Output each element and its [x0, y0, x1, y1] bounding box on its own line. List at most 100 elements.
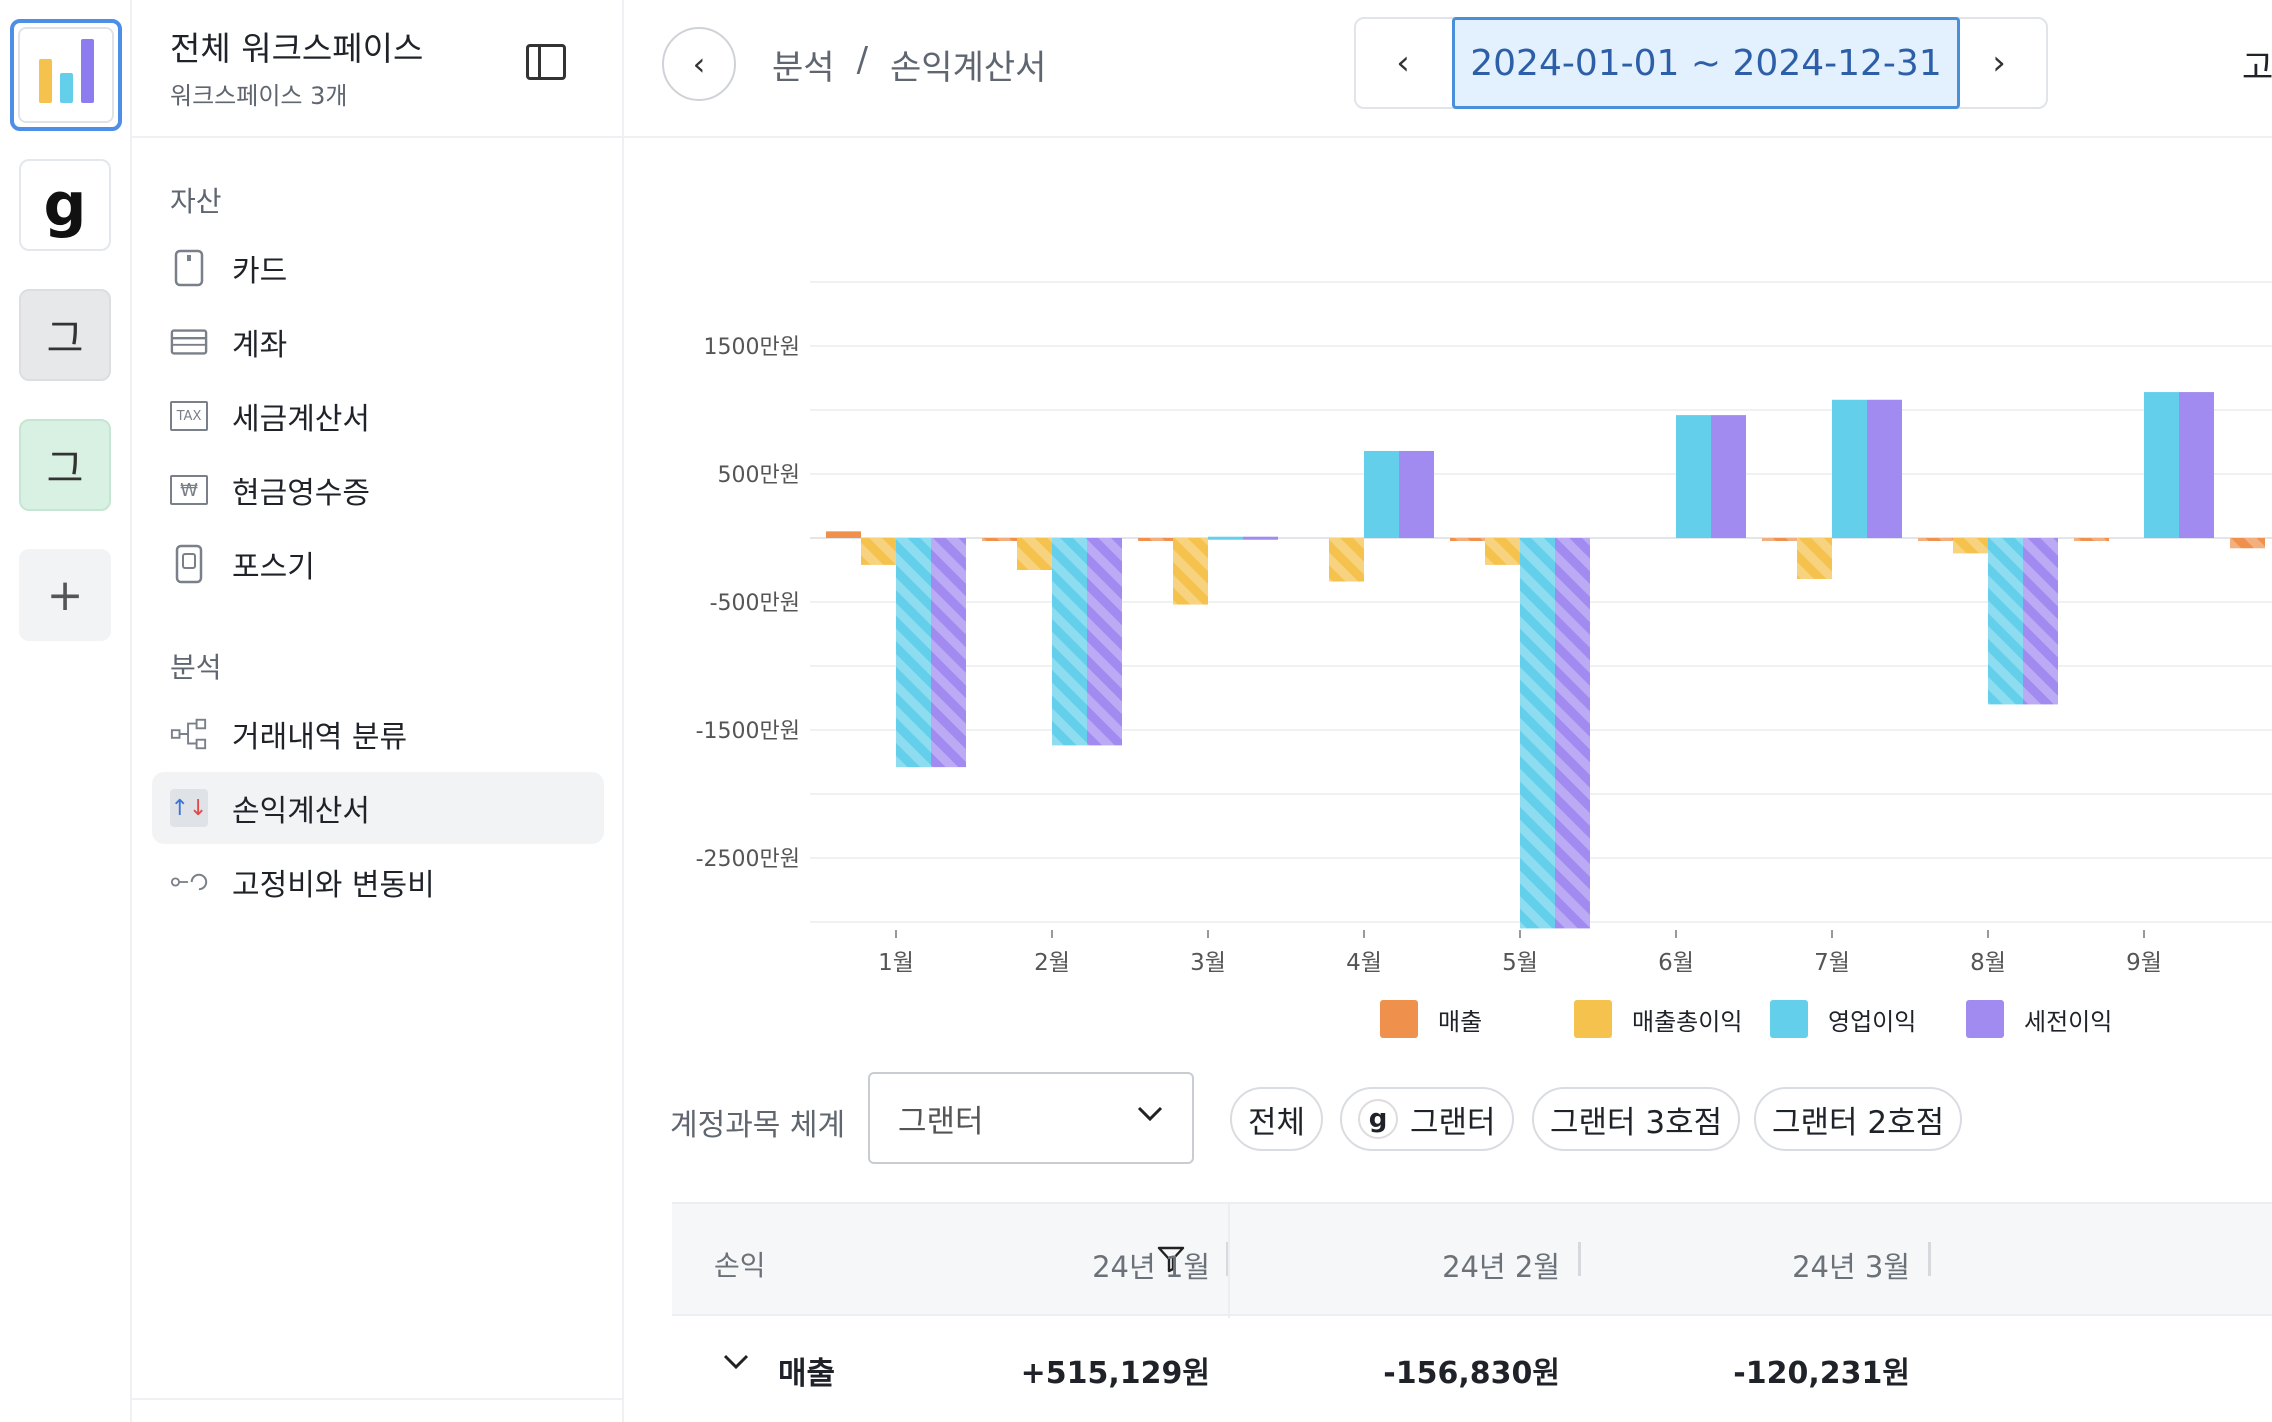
next-period-button[interactable]: › [1952, 19, 2046, 107]
bar-2-6[interactable] [1832, 399, 1867, 538]
bar-2-5[interactable] [1676, 415, 1711, 538]
sidebar-item-pos[interactable]: 포스기 [152, 528, 604, 600]
workspace-gray-button[interactable]: 그 [19, 289, 111, 381]
sidebar-item-cash-receipt[interactable]: ₩ 현금영수증 [152, 454, 604, 526]
bar-negative-stripe [1555, 538, 1590, 929]
profit-loss-chart: 1500만원 500만원 -500만원 -1500만원 -2500만원 1월 2월 3월 4월… [624, 140, 2272, 1060]
chevron-down-icon[interactable] [722, 1348, 750, 1378]
x-tick-label: 4월 [1346, 950, 1382, 976]
table-row[interactable]: 매출 +515,129원 -156,830원 -120,231원 [672, 1318, 2272, 1422]
legend-item-sales[interactable]: 매출 [1380, 1000, 1482, 1038]
bar-negative-stripe [1918, 538, 1953, 541]
chevron-left-icon: ‹ [1396, 43, 1410, 83]
bar-2-2[interactable] [1208, 536, 1243, 540]
bar-3-8[interactable] [2179, 392, 2214, 538]
workspace-title: 전체 워크스페이스 [170, 29, 424, 68]
column-separator [1928, 1242, 1931, 1276]
bar-negative-stripe [1953, 538, 1988, 554]
chip-granter-3[interactable]: 그랜터 3호점 [1532, 1087, 1741, 1151]
y-tick-label: 1500만원 [704, 335, 800, 360]
filter-icon[interactable] [1156, 1244, 1186, 1274]
back-button[interactable]: ‹ [662, 27, 736, 101]
sidebar-item-account[interactable]: 계좌 [152, 306, 604, 378]
bar-negative-stripe [2230, 538, 2265, 549]
bar-negative-stripe [1762, 538, 1797, 541]
sidebar-item-income-statement[interactable]: ↑ ↓ 손익계산서 [152, 772, 604, 844]
column-header-month: 24년 3월 [1792, 1250, 1910, 1284]
chevron-left-icon: ‹ [692, 45, 706, 83]
legend-swatch [1966, 1000, 2004, 1038]
legend-swatch [1770, 1000, 1808, 1038]
x-tick-label: 8월 [1970, 950, 2006, 976]
chip-label: 그랜터 [1410, 1104, 1496, 1141]
legend-label: 매출 [1438, 1007, 1483, 1036]
sidebar: 전체 워크스페이스 워크스페이스 3개 자산 카드 계좌 TAX 세금계산서 ₩… [132, 0, 624, 1422]
bar-3-6[interactable] [1867, 399, 1902, 538]
column-separator [1578, 1242, 1581, 1276]
column-header-month: 24년 2월 [1442, 1250, 1560, 1284]
account-icon [170, 323, 208, 361]
y-axis: 1500만원 500만원 -500만원 -1500만원 -2500만원 [696, 335, 800, 872]
legend-item-operating-profit[interactable]: 영업이익 [1770, 1000, 1916, 1038]
sidebar-item-label: 거래내역 분류 [232, 720, 408, 755]
bar-negative-stripe [1017, 538, 1052, 570]
x-tick-label: 5월 [1502, 950, 1538, 976]
bar-negative-stripe [982, 538, 1017, 541]
bar-negative-stripe [1485, 538, 1520, 565]
sidebar-item-tax-invoice[interactable]: TAX 세금계산서 [152, 380, 604, 452]
sidebar-item-label: 계좌 [232, 328, 288, 363]
table-header: 손익 24년 1월 24년 2월 24년 3월 [672, 1202, 2272, 1316]
workspace-green-button[interactable]: 그 [19, 419, 111, 511]
sidebar-item-transaction-classification[interactable]: 거래내역 분류 [152, 698, 604, 770]
x-axis: 1월2월3월4월5월6월7월8월9월10월 [878, 930, 2162, 976]
sidebar-collapse-icon[interactable] [526, 44, 566, 80]
chip-granter[interactable]: g 그랜터 [1340, 1087, 1514, 1151]
chip-label: 그랜터 3호점 [1550, 1104, 1723, 1141]
chip-granter-2[interactable]: 그랜터 2호점 [1754, 1087, 1963, 1151]
bar-3-3[interactable] [1399, 450, 1434, 538]
bar-2-8[interactable] [2144, 392, 2179, 538]
breadcrumb-root[interactable]: 분석 [772, 48, 835, 88]
column-header-month: 24년 1월 [1092, 1250, 1210, 1284]
previous-period-button[interactable]: ‹ [1356, 19, 1450, 107]
sidebar-item-fixed-variable-cost[interactable]: 고정비와 변동비 [152, 846, 604, 918]
legend-item-gross-profit[interactable]: 매출총이익 [1574, 1000, 1742, 1038]
bar-negative-stripe [1450, 538, 1485, 541]
won-icon-text: ₩ [180, 479, 198, 501]
add-workspace-button[interactable]: + [19, 549, 111, 641]
bar-negative-stripe [1520, 538, 1555, 929]
select-value: 그랜터 [898, 1103, 984, 1140]
legend-swatch [1574, 1000, 1612, 1038]
chart-logo-icon [18, 27, 114, 123]
account-system-label: 계정과목 체계 [670, 1108, 846, 1143]
bar-negative-stripe [1797, 538, 1832, 579]
date-range-value[interactable]: 2024-01-01 ~ 2024-12-31 [1452, 17, 1960, 109]
workspace-granter-button[interactable]: g [19, 159, 111, 251]
bar-negative-stripe [2074, 538, 2109, 541]
bar-2-3[interactable] [1364, 450, 1399, 538]
legend-item-pretax-profit[interactable]: 세전이익 [1966, 1000, 2112, 1038]
workspace-initial: 그 [46, 316, 84, 362]
x-tick-label: 6월 [1658, 950, 1694, 976]
sidebar-item-label: 손익계산서 [232, 794, 370, 829]
section-label-assets: 자산 [170, 185, 222, 218]
bar-0-0[interactable] [826, 531, 861, 538]
chip-all[interactable]: 전체 [1230, 1087, 1324, 1151]
row-value: +515,129원 [1020, 1356, 1210, 1391]
granter-logo-icon: g [43, 170, 87, 240]
sidebar-item-card[interactable]: 카드 [152, 232, 604, 304]
y-tick-label: -2500만원 [696, 847, 800, 872]
workspace-header: 전체 워크스페이스 워크스페이스 3개 [132, 0, 624, 138]
bar-3-5[interactable] [1711, 415, 1746, 538]
x-tick-label: 1월 [878, 950, 914, 976]
income-statement-icon: ↑ ↓ [170, 789, 208, 827]
page-header: ‹ 분석 / 손익계산서 ‹ 2024-01-01 ~ 2024-12-31 ›… [624, 0, 2272, 138]
chip-label: 전체 [1248, 1104, 1306, 1141]
date-range-picker: ‹ 2024-01-01 ~ 2024-12-31 › [1354, 17, 2048, 109]
plus-icon: + [46, 569, 84, 621]
workspace-all-button[interactable] [10, 19, 122, 131]
chevron-right-icon: › [1992, 43, 2006, 83]
bar-3-2[interactable] [1243, 536, 1278, 540]
account-system-select[interactable]: 그랜터 [868, 1072, 1194, 1164]
cycle-icon [170, 863, 208, 901]
